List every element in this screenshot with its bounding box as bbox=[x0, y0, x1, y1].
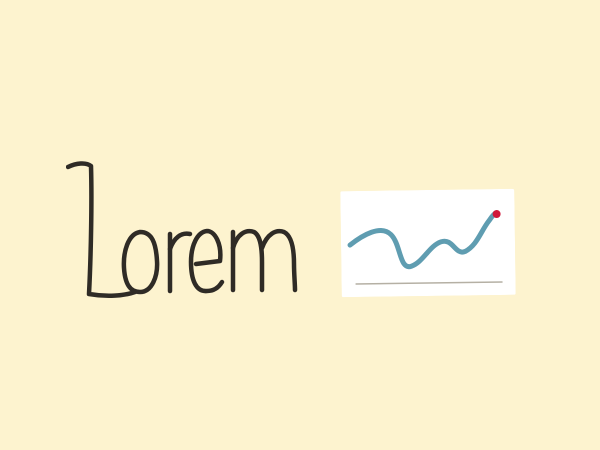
lorem-wordmark-drawing bbox=[66, 161, 298, 298]
lorem-wordmark-logo bbox=[66, 160, 326, 305]
chart-card-icon bbox=[340, 188, 516, 298]
sparkline-end-marker bbox=[492, 210, 501, 219]
sparkline-chart-icon bbox=[340, 188, 516, 298]
sparkline-line bbox=[347, 210, 499, 269]
sparkline-baseline bbox=[355, 281, 503, 285]
chart-card-background bbox=[340, 188, 516, 298]
